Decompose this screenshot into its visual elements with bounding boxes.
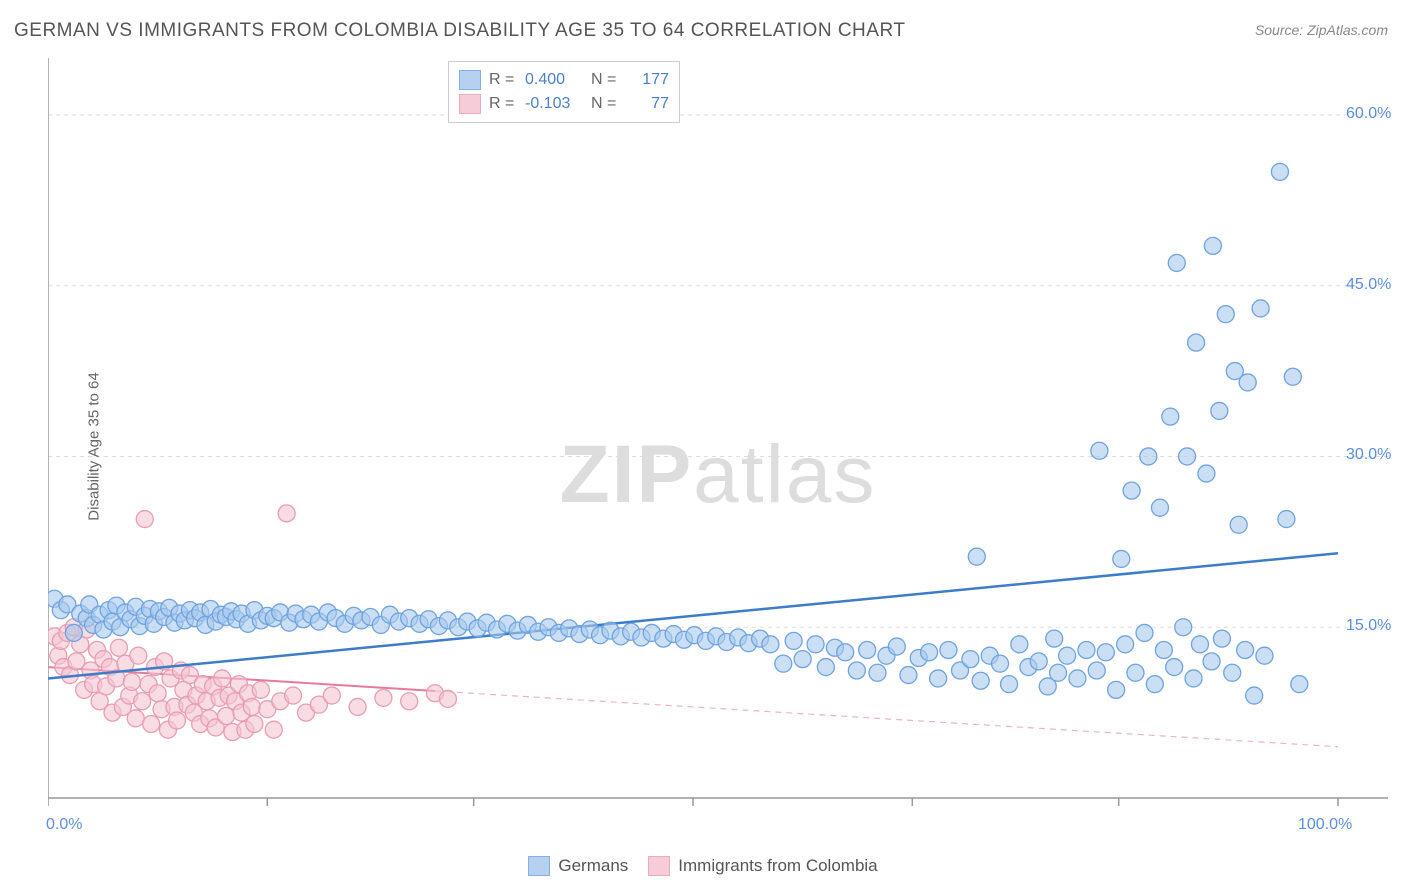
chart-title: GERMAN VS IMMIGRANTS FROM COLOMBIA DISAB… [14,20,905,42]
chart-container: ZIPatlas Disability Age 35 to 64 R = 0.4… [48,58,1388,818]
stat-r-value-germans: 0.400 [525,71,583,89]
bottom-legend: Germans Immigrants from Colombia [0,856,1406,876]
x-tick-label: 100.0% [1298,816,1352,834]
y-axis-label: Disability Age 35 to 64 [86,372,103,520]
legend-label-germans: Germans [558,856,628,876]
scatter-plot-svg [48,58,1388,818]
stats-row-germans: R = 0.400 N = 177 [459,68,669,92]
stat-r-label: R = [489,71,517,89]
stat-n-label: N = [591,71,619,89]
stat-r-label: R = [489,95,517,113]
x-tick-label: 0.0% [46,816,82,834]
y-tick-label: 15.0% [1346,617,1391,635]
legend-item-germans: Germans [528,856,628,876]
legend-swatch-colombia [648,856,670,876]
y-tick-label: 45.0% [1346,276,1391,294]
legend-item-colombia: Immigrants from Colombia [648,856,877,876]
legend-label-colombia: Immigrants from Colombia [678,856,877,876]
stats-row-colombia: R = -0.103 N = 77 [459,92,669,116]
legend-swatch-germans [459,70,481,90]
legend-swatch-germans [528,856,550,876]
stat-n-value-colombia: 77 [627,95,669,113]
stats-legend: R = 0.400 N = 177 R = -0.103 N = 77 [448,61,680,123]
legend-swatch-colombia [459,94,481,114]
stat-n-value-germans: 177 [627,71,669,89]
y-tick-label: 30.0% [1346,446,1391,464]
stat-n-label: N = [591,95,619,113]
stat-r-value-colombia: -0.103 [525,95,583,113]
y-tick-label: 60.0% [1346,105,1391,123]
source-attribution: Source: ZipAtlas.com [1255,22,1388,38]
